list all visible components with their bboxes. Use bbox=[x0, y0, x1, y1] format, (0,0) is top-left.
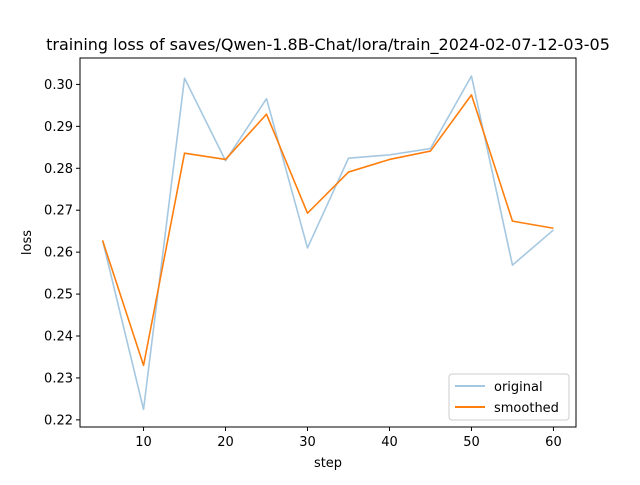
x-tick-label-20: 20 bbox=[217, 435, 234, 450]
x-tick-label-50: 50 bbox=[463, 435, 480, 450]
y-tick-label-0.22: 0.22 bbox=[44, 413, 73, 428]
legend: original smoothed bbox=[448, 373, 570, 421]
y-axis-ticks: 0.22 0.23 0.24 0.25 0.26 0.27 0.28 0.29 0.30 bbox=[44, 78, 80, 428]
plot-lines bbox=[101, 75, 554, 411]
y-axis-label: loss bbox=[20, 230, 35, 255]
legend-label-original: original bbox=[494, 380, 543, 395]
y-tick-label-0.29: 0.29 bbox=[44, 120, 73, 135]
x-axis-ticks: 10 20 30 40 50 60 bbox=[135, 427, 562, 450]
chart-title: training loss of saves/Qwen-1.8B-Chat/lo… bbox=[46, 35, 610, 55]
x-tick-label-60: 60 bbox=[545, 435, 562, 450]
plot-frame bbox=[79, 57, 577, 428]
y-tick-label-0.28: 0.28 bbox=[44, 162, 73, 177]
y-tick-label-0.26: 0.26 bbox=[44, 246, 73, 261]
x-tick-label-10: 10 bbox=[135, 435, 152, 450]
x-tick-label-30: 30 bbox=[299, 435, 316, 450]
series-line-original bbox=[101, 75, 554, 411]
series-line-smoothed bbox=[101, 94, 554, 367]
y-tick-label-0.24: 0.24 bbox=[44, 330, 73, 345]
y-tick-label-0.30: 0.30 bbox=[44, 78, 73, 93]
y-tick-label-0.25: 0.25 bbox=[44, 288, 73, 303]
legend-label-smoothed: smoothed bbox=[494, 401, 559, 416]
x-tick-label-40: 40 bbox=[381, 435, 398, 450]
y-tick-label-0.23: 0.23 bbox=[44, 371, 73, 386]
y-tick-label-0.27: 0.27 bbox=[44, 204, 73, 219]
x-axis-label: step bbox=[314, 456, 342, 471]
